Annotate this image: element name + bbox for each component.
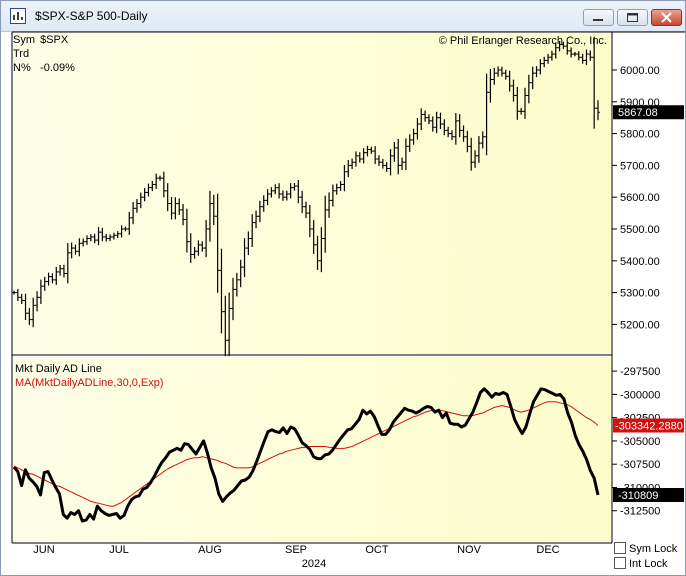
ma-last-value: -303342.2880 bbox=[615, 420, 683, 432]
price-tick-label: 5200.00 bbox=[620, 319, 660, 331]
x-axis-month-label: DEC bbox=[536, 544, 559, 556]
ma-series-line bbox=[13, 401, 599, 507]
indicator-tick-label: -307500 bbox=[620, 459, 660, 471]
price-tick-label: 5300.00 bbox=[620, 288, 660, 300]
maximize-button[interactable] bbox=[617, 9, 648, 26]
indicator-tick-label: -305000 bbox=[620, 436, 660, 448]
int-lock-checkbox[interactable]: Int Lock bbox=[614, 557, 668, 570]
maximize-icon bbox=[627, 13, 638, 22]
indicator-name: Mkt Daily AD Line bbox=[15, 363, 102, 375]
int-lock-box[interactable] bbox=[614, 557, 626, 569]
sym-lock-label: Sym Lock bbox=[629, 543, 678, 555]
price-last-value: 5867.08 bbox=[618, 107, 658, 119]
title-bar[interactable]: $SPX-S&P 500-Daily bbox=[1, 1, 685, 32]
chart-app-icon bbox=[10, 8, 26, 24]
ad-last-value-box bbox=[613, 488, 684, 503]
ma-legend: MA(MktDailyADLine,30,0,Exp) bbox=[15, 377, 164, 389]
close-icon bbox=[661, 12, 672, 23]
price-tick-label: 5500.00 bbox=[620, 224, 660, 236]
sym-label: Sym bbox=[13, 34, 35, 46]
x-axis-month-label: JUL bbox=[109, 544, 129, 556]
price-tick-label: 5800.00 bbox=[620, 129, 660, 141]
x-axis-month-label: SEP bbox=[285, 544, 307, 556]
x-axis-month-label: JUN bbox=[33, 544, 54, 556]
indicator-tick-label: -297500 bbox=[620, 366, 660, 378]
int-lock-label: Int Lock bbox=[629, 558, 668, 570]
price-tick-label: 5700.00 bbox=[620, 160, 660, 172]
close-button[interactable] bbox=[651, 9, 682, 26]
x-axis-month-label: OCT bbox=[365, 544, 389, 556]
copyright-text: © Phil Erlanger Research Co., Inc. bbox=[438, 35, 607, 47]
sym-lock-checkbox[interactable]: Sym Lock bbox=[614, 542, 677, 555]
sym-value: $SPX bbox=[40, 34, 69, 46]
x-axis-month-label: AUG bbox=[198, 544, 222, 556]
indicator-tick-label: -312500 bbox=[620, 506, 660, 518]
indicator-legend: Mkt Daily AD Line MA(MktDailyADLine,30,0… bbox=[15, 362, 164, 390]
price-panel[interactable] bbox=[13, 33, 611, 354]
ad-last-value: -310809 bbox=[618, 490, 658, 502]
trd-label: Trd bbox=[13, 48, 30, 60]
window-title: $SPX-S&P 500-Daily bbox=[35, 9, 148, 23]
price-last-value-box bbox=[613, 105, 684, 120]
price-tick-label: 5400.00 bbox=[620, 256, 660, 268]
minimize-icon bbox=[593, 19, 603, 21]
indicator-panel[interactable] bbox=[13, 357, 611, 542]
minimize-button[interactable] bbox=[583, 9, 614, 26]
x-axis-year-label: 2024 bbox=[302, 558, 326, 570]
price-tick-label: 5600.00 bbox=[620, 192, 660, 204]
price-tick-label: 6000.00 bbox=[620, 65, 660, 77]
n-label: N% bbox=[13, 62, 31, 74]
symbol-info: Sym $SPX Trd N% -0.09% bbox=[13, 33, 75, 75]
indicator-tick-label: -300000 bbox=[620, 389, 660, 401]
x-axis-month-label: NOV bbox=[457, 544, 482, 556]
n-value: -0.09% bbox=[40, 62, 75, 74]
ad-line-series bbox=[12, 387, 600, 523]
ma-last-value-box bbox=[613, 418, 684, 433]
sym-lock-box[interactable] bbox=[614, 542, 626, 554]
